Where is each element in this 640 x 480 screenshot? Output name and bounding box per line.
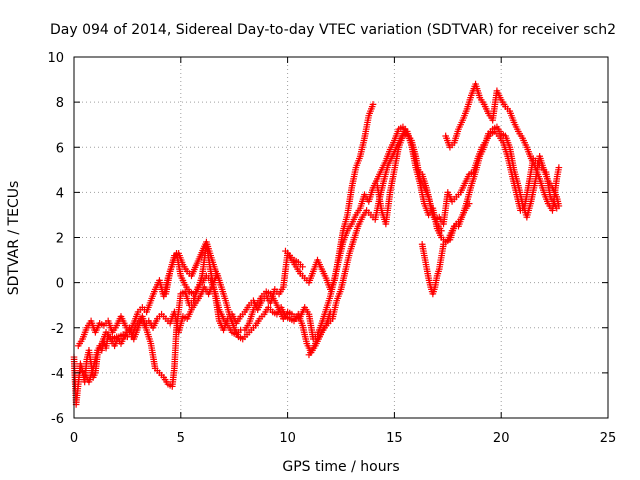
x-tick-label: 10	[279, 431, 296, 446]
chart-title: Day 094 of 2014, Sidereal Day-to-day VTE…	[50, 22, 616, 38]
x-tick-label: 15	[386, 431, 403, 446]
data-point	[369, 101, 377, 108]
x-tick-label: 25	[600, 431, 617, 446]
x-tick-label: 20	[493, 431, 510, 446]
data-point	[299, 263, 306, 271]
x-axis-title: GPS time / hours	[282, 459, 399, 475]
x-tick-label: 5	[177, 431, 185, 446]
axis-ticks	[73, 56, 609, 419]
x-tick-label: 0	[70, 431, 78, 446]
data-markers	[70, 80, 563, 408]
y-tick-label: -2	[51, 322, 64, 337]
y-tick-label: 10	[47, 51, 64, 66]
data-point	[213, 272, 221, 280]
y-tick-label: -4	[51, 367, 64, 382]
y-tick-labels: -6 -4 -2 0 2 4 6 8 10	[47, 51, 64, 427]
y-tick-label: 0	[56, 277, 64, 292]
y-tick-label: 8	[56, 96, 64, 111]
data-point	[327, 308, 334, 316]
y-tick-label: 4	[56, 186, 64, 201]
data-point	[438, 227, 445, 235]
y-tick-label: 2	[56, 232, 64, 247]
y-tick-label: -6	[51, 412, 64, 427]
y-axis-title: SDTVAR / TECUs	[6, 181, 22, 296]
x-tick-labels: 0 5 10 15 20 25	[70, 431, 616, 446]
y-tick-label: 6	[56, 141, 64, 156]
data-point	[465, 200, 473, 207]
data-point	[555, 164, 563, 171]
data-point	[553, 204, 561, 212]
